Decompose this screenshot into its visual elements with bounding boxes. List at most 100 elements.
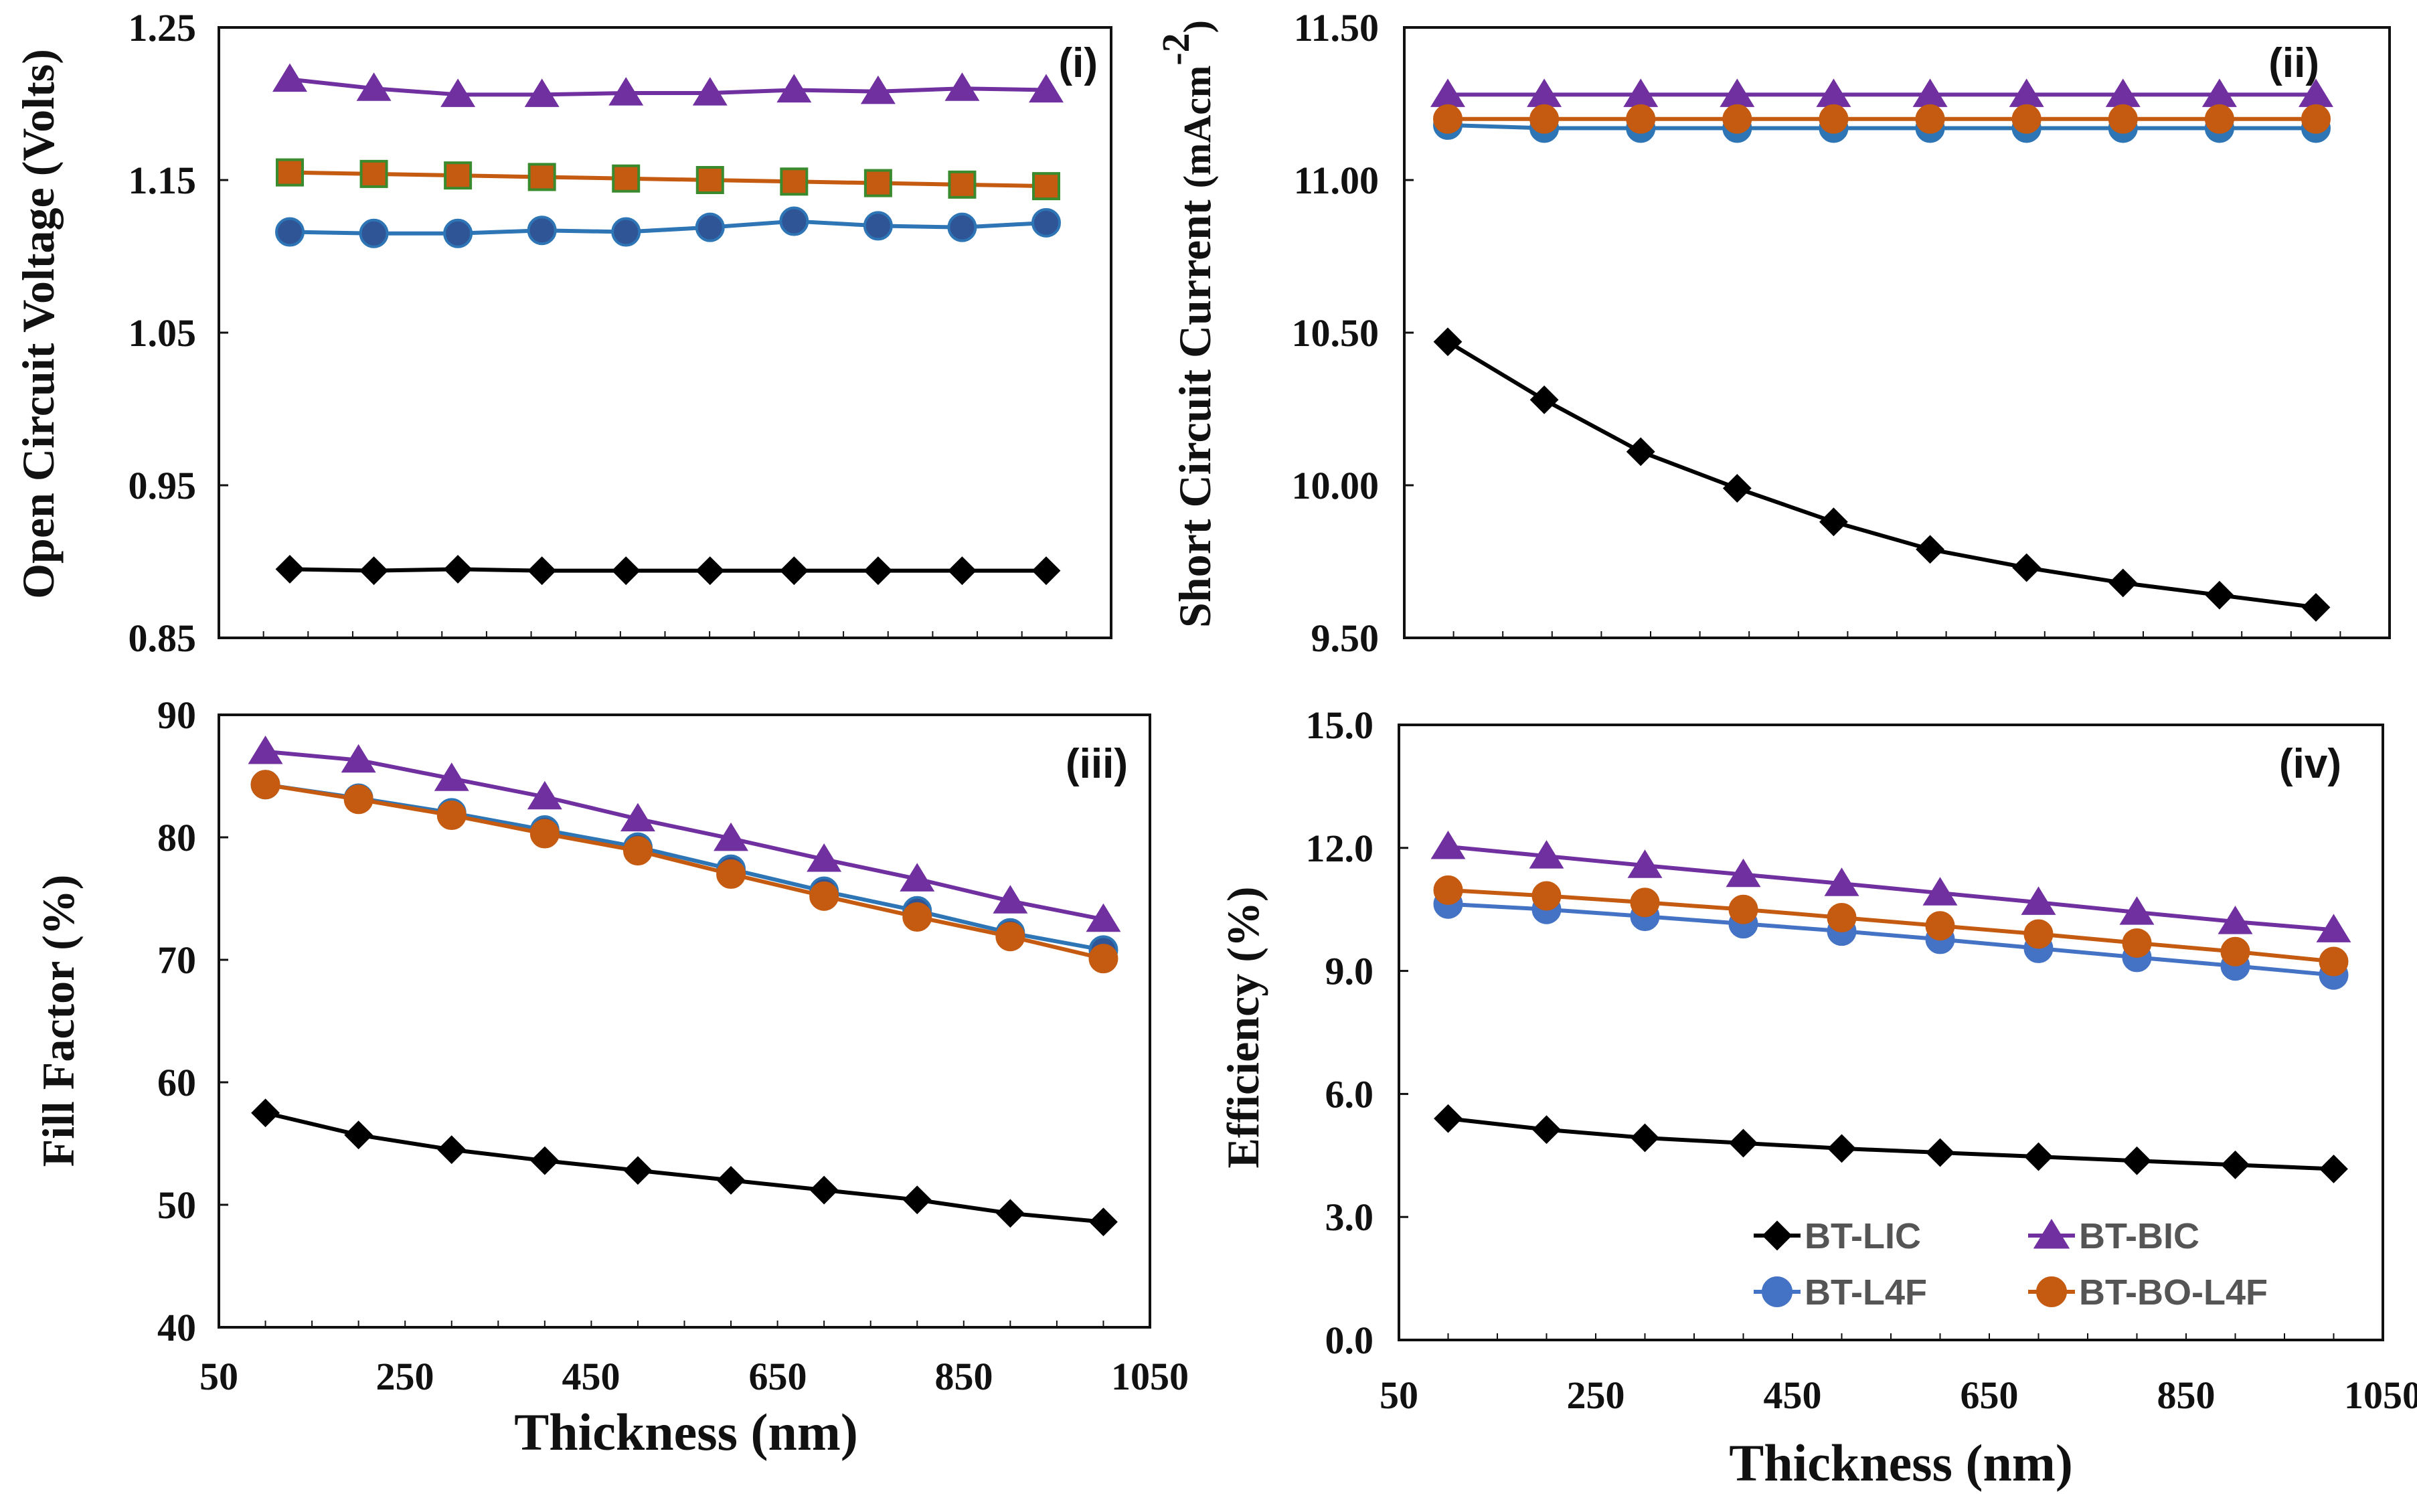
- panel-iv-point-bt-bic: [1430, 831, 1466, 859]
- panel-iii-series-line-bt-bo-l4f: [265, 782, 1104, 961]
- panel-iii-ylabel: Fill Factor (%): [33, 875, 84, 1167]
- panel-iv-xtick-label: 50: [1380, 1373, 1418, 1417]
- panel-iv-series-line-bt-l4f: [1448, 902, 2334, 977]
- panel-iii-point-bt-lic: [995, 1199, 1025, 1228]
- panel-ii-ytick-label: 11.00: [1294, 159, 1379, 202]
- panel-ii-point-bt-lic: [1916, 535, 1944, 564]
- panel-ii-ytick-label: 9.50: [1311, 616, 1380, 660]
- panel-ii-point-bt-lic: [2205, 580, 2234, 610]
- panel-iv-point-bt-bo-l4f: [2220, 936, 2250, 967]
- panel-i-point-bt-bic: [356, 72, 392, 101]
- panel-iv-point-bt-bic: [2021, 886, 2056, 915]
- panel-iii-point-bt-bic: [714, 822, 749, 851]
- panel-i-point-bt-bo-l4f: [863, 169, 892, 197]
- panel-i-point-bt-lic: [611, 556, 641, 586]
- panel-iv-ytick-label: 9.0: [1325, 950, 1374, 993]
- panel-i-point-bt-lic: [948, 556, 977, 586]
- panel-i-point-bt-l4f: [947, 212, 977, 242]
- panel-short-circuit-current: Short Circuit Current (mAcm-2) 11.50 11.0…: [1154, 6, 2391, 660]
- panel-iii-point-bt-lic: [716, 1165, 746, 1195]
- panel-iv-point-bt-lic: [2122, 1146, 2151, 1175]
- panel-i-point-bt-l4f: [779, 206, 809, 236]
- panel-i-ytick-label: 1.05: [129, 311, 197, 355]
- panel-iv-point-bt-bic: [1627, 849, 1663, 878]
- panel-iii-series-line-bt-bic: [265, 749, 1104, 922]
- panel-iv-xtick-label: 1050: [2344, 1373, 2417, 1417]
- panel-iii-ytick-label: 80: [157, 816, 196, 859]
- panel-iii-point-bt-bic: [993, 885, 1028, 914]
- panel-iii-series-line-bt-lic: [264, 1110, 1104, 1224]
- panel-i-series-line-bt-bo-l4f: [289, 170, 1047, 189]
- panel-iii-xtick-label: 50: [199, 1355, 238, 1398]
- panel-iii-ytick-label: 50: [157, 1183, 196, 1227]
- panel-ii-point-bt-bo-l4f: [1433, 104, 1463, 134]
- panel-i-point-bt-bic: [440, 78, 476, 107]
- panel-iv-point-bt-lic: [1631, 1123, 1659, 1153]
- panel-i-ytick-label: 0.95: [129, 464, 197, 507]
- panel-iii-panel-label: (iii): [1066, 741, 1128, 787]
- panel-iii-point-bt-bic: [341, 744, 376, 773]
- panel-iii-point-bt-lic: [623, 1156, 653, 1185]
- panel-iv-series-line-bt-bo-l4f: [1448, 888, 2334, 964]
- panel-i-point-bt-l4f: [695, 212, 725, 242]
- panel-ii-point-bt-lic: [1722, 474, 1752, 503]
- panel-ii-point-bt-lic: [1433, 327, 1463, 357]
- panel-i-point-bt-bic: [860, 75, 896, 104]
- panel-iv-point-bt-lic: [2319, 1155, 2348, 1183]
- legend-marker-bt-l4f: [1762, 1276, 1793, 1307]
- panel-ii-point-bt-bo-l4f: [1915, 104, 1945, 134]
- legend-marker-bt-bic: [2033, 1218, 2070, 1249]
- panel-ii-point-bt-lic: [1529, 385, 1559, 414]
- legend-label-bt-l4f: BT-L4F: [1805, 1272, 1927, 1313]
- panel-iii-ytick-label: 90: [157, 693, 196, 737]
- panel-iv-point-bt-bic: [2316, 914, 2351, 942]
- panel-iii-point-bt-bic: [620, 803, 655, 832]
- panel-iii-point-bt-lic: [530, 1146, 560, 1175]
- panel-iv-point-bt-bic: [2218, 906, 2253, 934]
- panel-ii-ylabel-unit: (mAcm: [1175, 66, 1219, 189]
- panel-iv-series-line-bt-bic: [1448, 844, 2334, 932]
- panel-iv-point-bt-bo-l4f: [1630, 888, 1660, 918]
- panel-iii-point-bt-bo-l4f: [622, 836, 653, 866]
- panel-iv-point-bt-bo-l4f: [2319, 946, 2349, 977]
- panel-iii-point-bt-bic: [527, 780, 562, 810]
- panel-open-circuit-voltage: Open Circuit Voltage (Volts) 1.25 1.15 1.0…: [13, 6, 1112, 660]
- legend-marker-bt-bo-l4f: [2036, 1276, 2067, 1307]
- panel-iii-ytick-label: 70: [157, 938, 196, 982]
- panel-ii-ylabel-sup: -2: [1154, 33, 1197, 65]
- panel-i-point-bt-lic: [779, 556, 809, 586]
- panel-i-series-line-bt-l4f: [289, 219, 1047, 236]
- panel-iii-point-bt-lic: [809, 1175, 839, 1205]
- panel-iii-point-bt-bic: [434, 762, 469, 791]
- panel-iv-panel-label: (iv): [2279, 741, 2341, 787]
- panel-ii-point-bt-bo-l4f: [2204, 104, 2234, 134]
- legend-label-bt-bo-l4f: BT-BO-L4F: [2079, 1272, 2268, 1313]
- panel-i-point-bt-bic: [524, 78, 560, 107]
- panel-iv-point-bt-bo-l4f: [1433, 875, 1463, 905]
- panel-i-point-bt-lic: [275, 554, 305, 584]
- panel-fill-factor: Fill Factor (%) Thickness (nm) 90 80 70 60 5…: [33, 693, 1189, 1461]
- panel-ii-point-bt-lic: [2108, 568, 2138, 598]
- panel-iii-ytick-label: 60: [157, 1061, 196, 1104]
- panel-i-point-bt-l4f: [359, 218, 389, 248]
- panel-i-point-bt-lic: [695, 556, 725, 586]
- panel-iii-point-bt-lic: [902, 1185, 932, 1215]
- panel-iv-point-bt-bo-l4f: [1925, 911, 1955, 941]
- panel-iv-ytick-label: 15.0: [1306, 703, 1374, 747]
- panel-iv-point-bt-lic: [2024, 1142, 2053, 1171]
- panel-i-ytick-label: 1.15: [129, 159, 197, 202]
- panel-iii-point-bt-bo-l4f: [529, 819, 560, 849]
- panel-iii-point-bt-bo-l4f: [995, 922, 1025, 952]
- panel-ii-point-bt-lic: [2012, 553, 2041, 582]
- panel-i-point-bt-bo-l4f: [444, 161, 473, 190]
- panel-iii-point-bt-bic: [1086, 903, 1121, 932]
- panel-iv-ytick-label: 0.0: [1325, 1319, 1374, 1362]
- panel-i-point-bt-bo-l4f: [359, 159, 388, 188]
- panel-i-point-bt-bic: [692, 77, 728, 106]
- panel-iv-xlabel: Thickness (nm): [1729, 1434, 2073, 1492]
- panel-i-ytick-label: 1.25: [129, 6, 197, 50]
- panel-i-point-bt-bic: [272, 63, 307, 92]
- panel-ii-point-bt-bo-l4f: [2108, 104, 2138, 134]
- panel-ii-point-bt-bo-l4f: [1529, 104, 1560, 134]
